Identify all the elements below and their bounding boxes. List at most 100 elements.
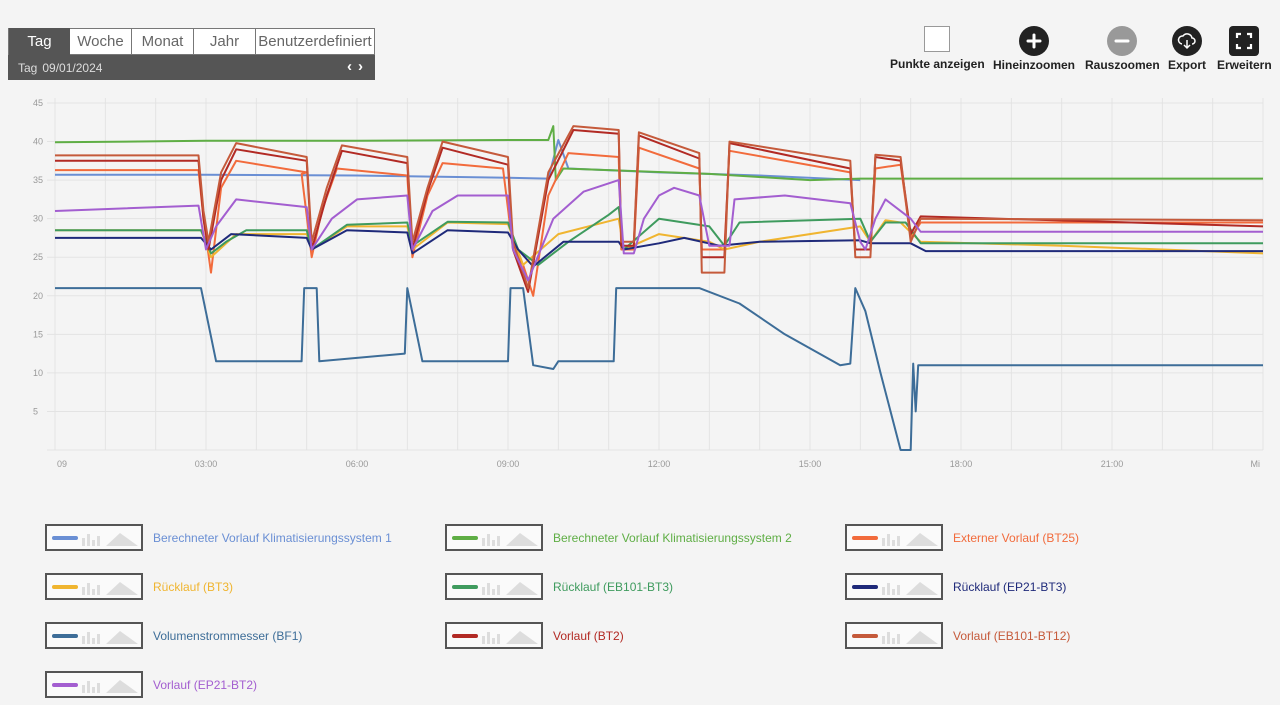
x-tick-label: 09:00: [497, 459, 520, 469]
legend-label: Rücklauf (BT3): [153, 579, 234, 594]
tab-jahr[interactable]: Jahr: [194, 28, 256, 55]
x-tick-label: 15:00: [799, 459, 822, 469]
prev-period-button[interactable]: ‹: [347, 58, 352, 75]
zoom-in-label: Hineinzoomen: [993, 58, 1076, 72]
legend-toggle-button[interactable]: [445, 573, 543, 600]
legend-item[interactable]: Volumenstrommesser (BF1): [45, 622, 302, 649]
period-selector: Tag Woche Monat Jahr Benutzerdefiniert T…: [8, 28, 375, 80]
y-tick-label: 25: [33, 252, 43, 262]
legend-item[interactable]: Vorlauf (BT2): [445, 622, 624, 649]
x-tick-label: 21:00: [1101, 459, 1124, 469]
legend-toggle-button[interactable]: [45, 622, 143, 649]
legend-swatch: [52, 535, 78, 540]
zoom-out-button[interactable]: Rauszoomen: [1085, 26, 1160, 72]
fullscreen-icon: [1229, 26, 1260, 56]
legend-swatch: [452, 584, 478, 589]
legend-label: Volumenstrommesser (BF1): [153, 628, 303, 643]
export-label: Export: [1168, 58, 1207, 72]
series-line: [55, 125, 1264, 290]
legend-label: Berechneter Vorlauf Klimatisierungssyste…: [153, 530, 392, 545]
expand-button[interactable]: Erweitern: [1217, 26, 1272, 72]
legend-label: Berechneter Vorlauf Klimatisierungssyste…: [553, 530, 792, 545]
zoom-in-button[interactable]: Hineinzoomen: [993, 26, 1075, 72]
bar-area-chart-icon: [82, 630, 138, 644]
bar-area-chart-icon: [82, 532, 138, 546]
bar-area-chart-icon: [482, 532, 538, 546]
y-tick-label: 15: [33, 329, 43, 339]
legend-toggle-button[interactable]: [45, 671, 143, 698]
legend-item[interactable]: Berechneter Vorlauf Klimatisierungssyste…: [445, 524, 792, 551]
y-tick-label: 45: [33, 98, 43, 108]
x-tick-label: 09: [57, 459, 67, 469]
date-row: Tag 09/01/2024 ‹ ›: [8, 55, 375, 80]
legend-item[interactable]: Vorlauf (EP21-BT2): [45, 671, 257, 698]
line-chart: 5 10 15 20 25 30 35 40 45 09 03:00 06:00 09:00 12:00 1…: [33, 98, 1264, 469]
x-tick-label: 03:00: [195, 459, 218, 469]
export-button[interactable]: Export: [1168, 26, 1206, 72]
legend-label: Rücklauf (EP21-BT3): [953, 579, 1067, 594]
legend-swatch: [452, 535, 478, 540]
series-line: [55, 287, 1263, 451]
x-tick-label: Mi: [1251, 459, 1261, 469]
legend-label: Rücklauf (EB101-BT3): [553, 579, 674, 594]
legend-label: Vorlauf (BT2): [553, 628, 624, 643]
legend-swatch: [452, 633, 478, 638]
show-points-toggle[interactable]: Punkte anzeigen: [890, 26, 985, 71]
zoom-out-label: Rauszoomen: [1085, 58, 1160, 72]
legend-item[interactable]: Rücklauf (BT3): [45, 573, 233, 600]
bar-area-chart-icon: [482, 630, 538, 644]
legend-toggle-button[interactable]: [445, 622, 543, 649]
legend-label: Vorlauf (EB101-BT12): [953, 628, 1071, 643]
legend-toggle-button[interactable]: [845, 573, 943, 600]
show-points-checkbox[interactable]: [924, 26, 951, 52]
legend-item[interactable]: Rücklauf (EB101-BT3): [445, 573, 673, 600]
next-period-button[interactable]: ›: [358, 58, 363, 75]
legend-swatch: [852, 633, 878, 638]
bar-area-chart-icon: [82, 581, 138, 595]
legend-toggle-button[interactable]: [445, 524, 543, 551]
legend-toggle-button[interactable]: [845, 524, 943, 551]
legend-swatch: [852, 584, 878, 589]
cloud-download-icon: [1172, 26, 1202, 56]
y-tick-label: 40: [33, 137, 43, 147]
tab-tag[interactable]: Tag: [8, 28, 70, 55]
bar-area-chart-icon: [882, 532, 938, 546]
legend-swatch: [52, 584, 78, 589]
legend-swatch: [52, 633, 78, 638]
minus-icon: [1107, 26, 1138, 56]
legend-item[interactable]: Vorlauf (EB101-BT12): [845, 622, 1070, 649]
series-line: [55, 129, 1264, 293]
y-tick-label: 10: [33, 368, 43, 378]
bar-area-chart-icon: [482, 581, 538, 595]
bar-area-chart-icon: [82, 679, 138, 693]
y-tick-label: 5: [33, 406, 38, 416]
series-line: [54, 179, 1263, 282]
expand-label: Erweitern: [1217, 58, 1272, 72]
current-date: 09/01/2024: [42, 60, 103, 75]
legend-toggle-button[interactable]: [45, 524, 143, 551]
y-tick-label: 20: [33, 291, 43, 301]
legend-toggle-button[interactable]: [845, 622, 943, 649]
plus-icon: [1019, 26, 1049, 56]
tab-benutzerdefiniert[interactable]: Benutzerdefiniert: [256, 28, 375, 55]
legend-swatch: [52, 682, 78, 687]
bar-area-chart-icon: [882, 630, 938, 644]
legend-swatch: [852, 535, 878, 540]
bar-area-chart-icon: [882, 581, 938, 595]
series-line: [55, 229, 1263, 268]
legend-label: Vorlauf (EP21-BT2): [153, 677, 258, 692]
legend-item[interactable]: Rücklauf (EP21-BT3): [845, 573, 1066, 600]
legend-toggle-button[interactable]: [45, 573, 143, 600]
show-points-label: Punkte anzeigen: [890, 57, 985, 71]
y-tick-label: 35: [33, 175, 43, 185]
period-unit-label: Tag: [18, 60, 38, 75]
legend-label: Externer Vorlauf (BT25): [953, 530, 1080, 545]
tab-monat[interactable]: Monat: [132, 28, 194, 55]
legend-item[interactable]: Berechneter Vorlauf Klimatisierungssyste…: [45, 524, 392, 551]
x-tick-label: 18:00: [950, 459, 973, 469]
x-tick-label: 12:00: [648, 459, 671, 469]
tab-woche[interactable]: Woche: [70, 28, 132, 55]
legend-item[interactable]: Externer Vorlauf (BT25): [845, 524, 1079, 551]
period-tabs: Tag Woche Monat Jahr Benutzerdefiniert: [8, 28, 375, 55]
x-tick-label: 06:00: [346, 459, 369, 469]
